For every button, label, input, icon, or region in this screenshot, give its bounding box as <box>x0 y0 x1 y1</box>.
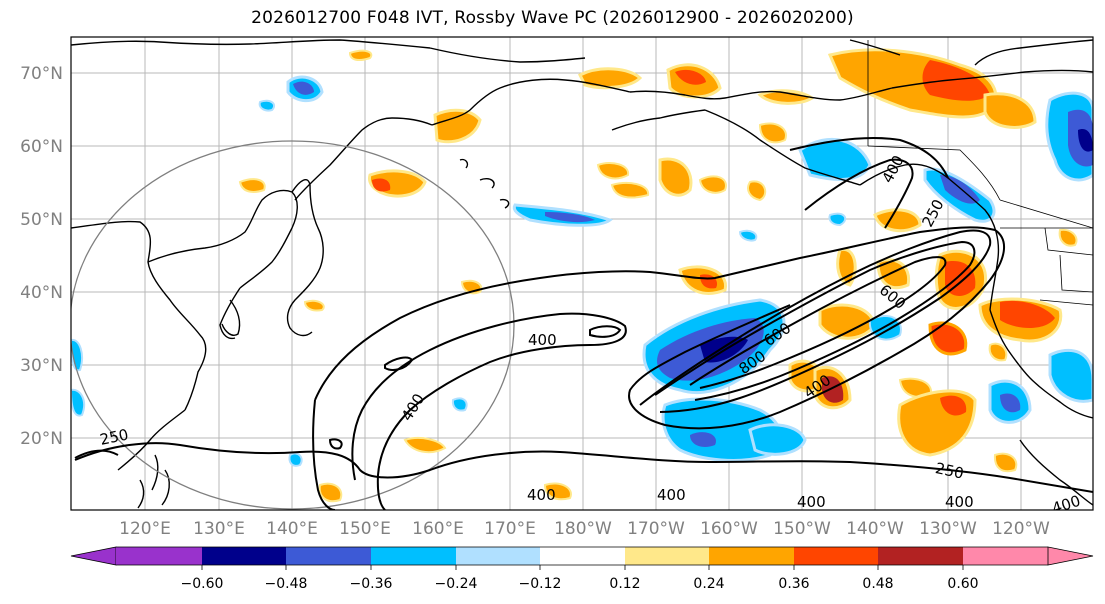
colorbar-bin <box>963 547 1048 565</box>
lat-label: 40°N <box>20 283 63 303</box>
colorbar-tick-label: 0.12 <box>609 576 640 592</box>
map-frame <box>70 36 1094 511</box>
colorbar: −0.60 −0.48 −0.36 −0.24 −0.12 0.12 0.24 … <box>70 546 1094 592</box>
colorbar-bin <box>116 547 202 565</box>
influence-circle <box>71 140 515 510</box>
contour-label: 400 <box>527 486 556 504</box>
colorbar-extend-low <box>70 546 117 566</box>
lon-label: 150°W <box>773 519 831 539</box>
lon-label: 130°W <box>919 519 977 539</box>
colorbar-tick-label: −0.24 <box>435 576 478 592</box>
political-borders <box>867 40 1093 306</box>
contour-label: 400 <box>657 486 686 504</box>
colorbar-bin <box>794 547 878 565</box>
colorbar-tick-label: 0.24 <box>693 576 724 592</box>
lon-label: 160°E <box>412 519 464 539</box>
lat-label: 50°N <box>20 210 63 230</box>
colorbar-bin <box>286 547 371 565</box>
colorbar-tick-label: 0.36 <box>778 576 809 592</box>
colorbar-bin <box>709 547 794 565</box>
lon-label: 130°E <box>193 519 245 539</box>
colorbar-tick-label: −0.60 <box>181 576 224 592</box>
colorbar-tick-label: −0.12 <box>519 576 562 592</box>
lat-label: 30°N <box>20 356 63 376</box>
colorbar-bin <box>371 547 456 565</box>
colorbar-tick-label: −0.48 <box>265 576 308 592</box>
lon-label: 150°E <box>339 519 391 539</box>
colorbar-tick-label: 0.60 <box>947 576 978 592</box>
longitude-labels: 120°E 130°E 140°E 150°E 160°E 170°E 180°… <box>119 519 1050 539</box>
coastlines <box>71 39 1093 509</box>
colorbar-tick-label: −0.36 <box>350 576 393 592</box>
lon-label: 140°W <box>846 519 904 539</box>
lon-label: 140°E <box>266 519 318 539</box>
colorbar-extend-high <box>1047 546 1094 566</box>
colorbar-bin <box>456 547 540 565</box>
contour-label: 250 <box>98 425 130 449</box>
colorbar-bin <box>625 547 709 565</box>
lon-label: 160°W <box>700 519 758 539</box>
contour-label: 250 <box>934 459 966 483</box>
lon-label: 120°E <box>119 519 171 539</box>
contour-label: 400 <box>528 331 557 349</box>
lat-label: 20°N <box>20 429 63 449</box>
latitude-labels: 70°N 60°N 50°N 40°N 30°N 20°N <box>20 64 63 449</box>
colorbar-bin <box>202 547 286 565</box>
lon-label: 120°W <box>992 519 1050 539</box>
lon-label: 170°W <box>627 519 685 539</box>
map-title: 2026012700 F048 IVT, Rossby Wave PC (202… <box>251 8 854 28</box>
lon-label: 180°W <box>554 519 612 539</box>
positive-anomaly-patches <box>238 48 1078 503</box>
ivt-contour-labels: 400 400 400 400 400 400 600 800 400 250 … <box>98 152 1082 511</box>
contour-label: 400 <box>797 493 826 511</box>
colorbar-tick-label: 0.48 <box>862 576 893 592</box>
lat-label: 70°N <box>20 64 63 84</box>
lat-label: 60°N <box>20 137 63 157</box>
lon-label: 170°E <box>484 519 536 539</box>
contour-label: 400 <box>945 493 974 511</box>
colorbar-bin <box>540 547 625 565</box>
ivt-contours <box>74 137 1093 510</box>
colorbar-bin <box>878 547 963 565</box>
